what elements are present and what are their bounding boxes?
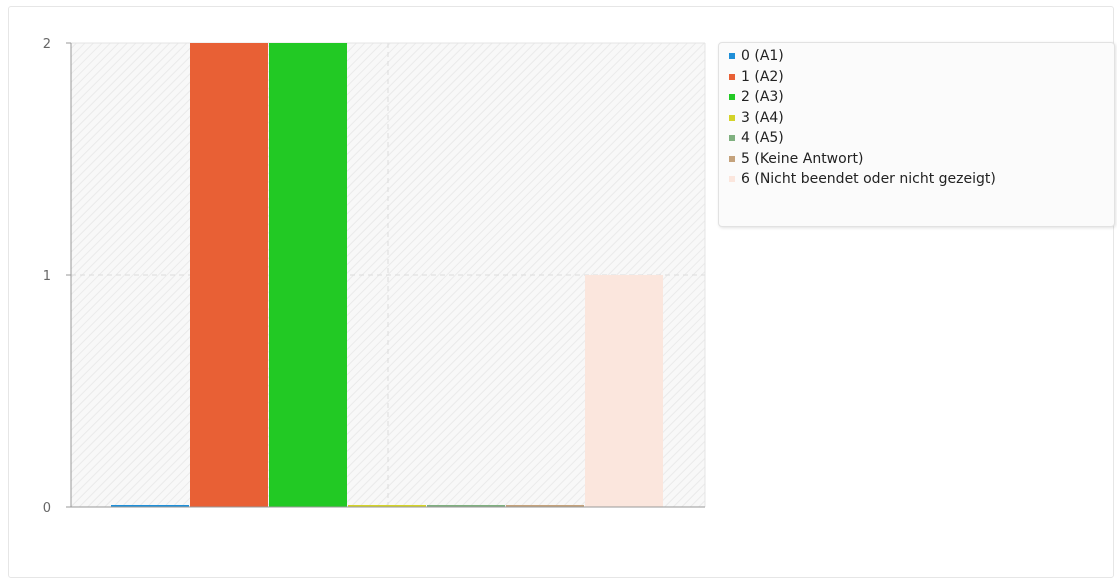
legend-swatch-6 — [729, 176, 735, 183]
legend-label-3: 3 (A4) — [741, 109, 784, 126]
legend-label-6: 6 (Nicht beendet oder nicht gezeigt) — [741, 171, 996, 188]
axes — [66, 42, 705, 508]
legend-item-4: 4 (A5) — [729, 128, 1114, 149]
bars — [111, 43, 663, 507]
legend-label-0: 0 (A1) — [741, 48, 784, 65]
legend-label-2: 2 (A3) — [741, 89, 784, 106]
legend-label-1: 1 (A2) — [741, 68, 784, 85]
bar-5 — [506, 505, 584, 507]
y-tick-label-2: 2 — [43, 37, 51, 52]
legend-item-3: 3 (A4) — [729, 108, 1114, 129]
legend-label-5: 5 (Keine Antwort) — [741, 150, 864, 167]
legend-item-2: 2 (A3) — [729, 87, 1114, 108]
legend-item-1: 1 (A2) — [729, 67, 1114, 88]
legend-swatch-1 — [729, 73, 735, 80]
bar-2 — [269, 43, 347, 507]
grid-lines — [71, 42, 706, 507]
legend-item-5: 5 (Keine Antwort) — [729, 149, 1114, 170]
legend-label-4: 4 (A5) — [741, 130, 784, 147]
legend-swatch-4 — [729, 135, 735, 142]
y-tick-label-1: 1 — [43, 269, 51, 284]
legend-swatch-2 — [729, 94, 735, 101]
legend-swatch-5 — [729, 155, 735, 162]
bar-4 — [427, 505, 505, 507]
y-tick-labels: 0 1 2 — [43, 37, 51, 516]
legend-swatch-3 — [729, 114, 735, 121]
legend-item-6: 6 (Nicht beendet oder nicht gezeigt) — [729, 169, 1114, 190]
legend-item-0: 0 (A1) — [729, 46, 1114, 67]
y-tick-label-0: 0 — [43, 501, 51, 516]
bar-3 — [348, 505, 426, 507]
legend: 0 (A1) 1 (A2) 2 (A3) 3 (A4) 4 (A5) 5 (Keine A… — [718, 42, 1115, 227]
legend-swatch-0 — [729, 53, 735, 60]
bar-1 — [190, 43, 268, 507]
bar-0 — [111, 505, 189, 507]
bar-6 — [585, 275, 663, 507]
